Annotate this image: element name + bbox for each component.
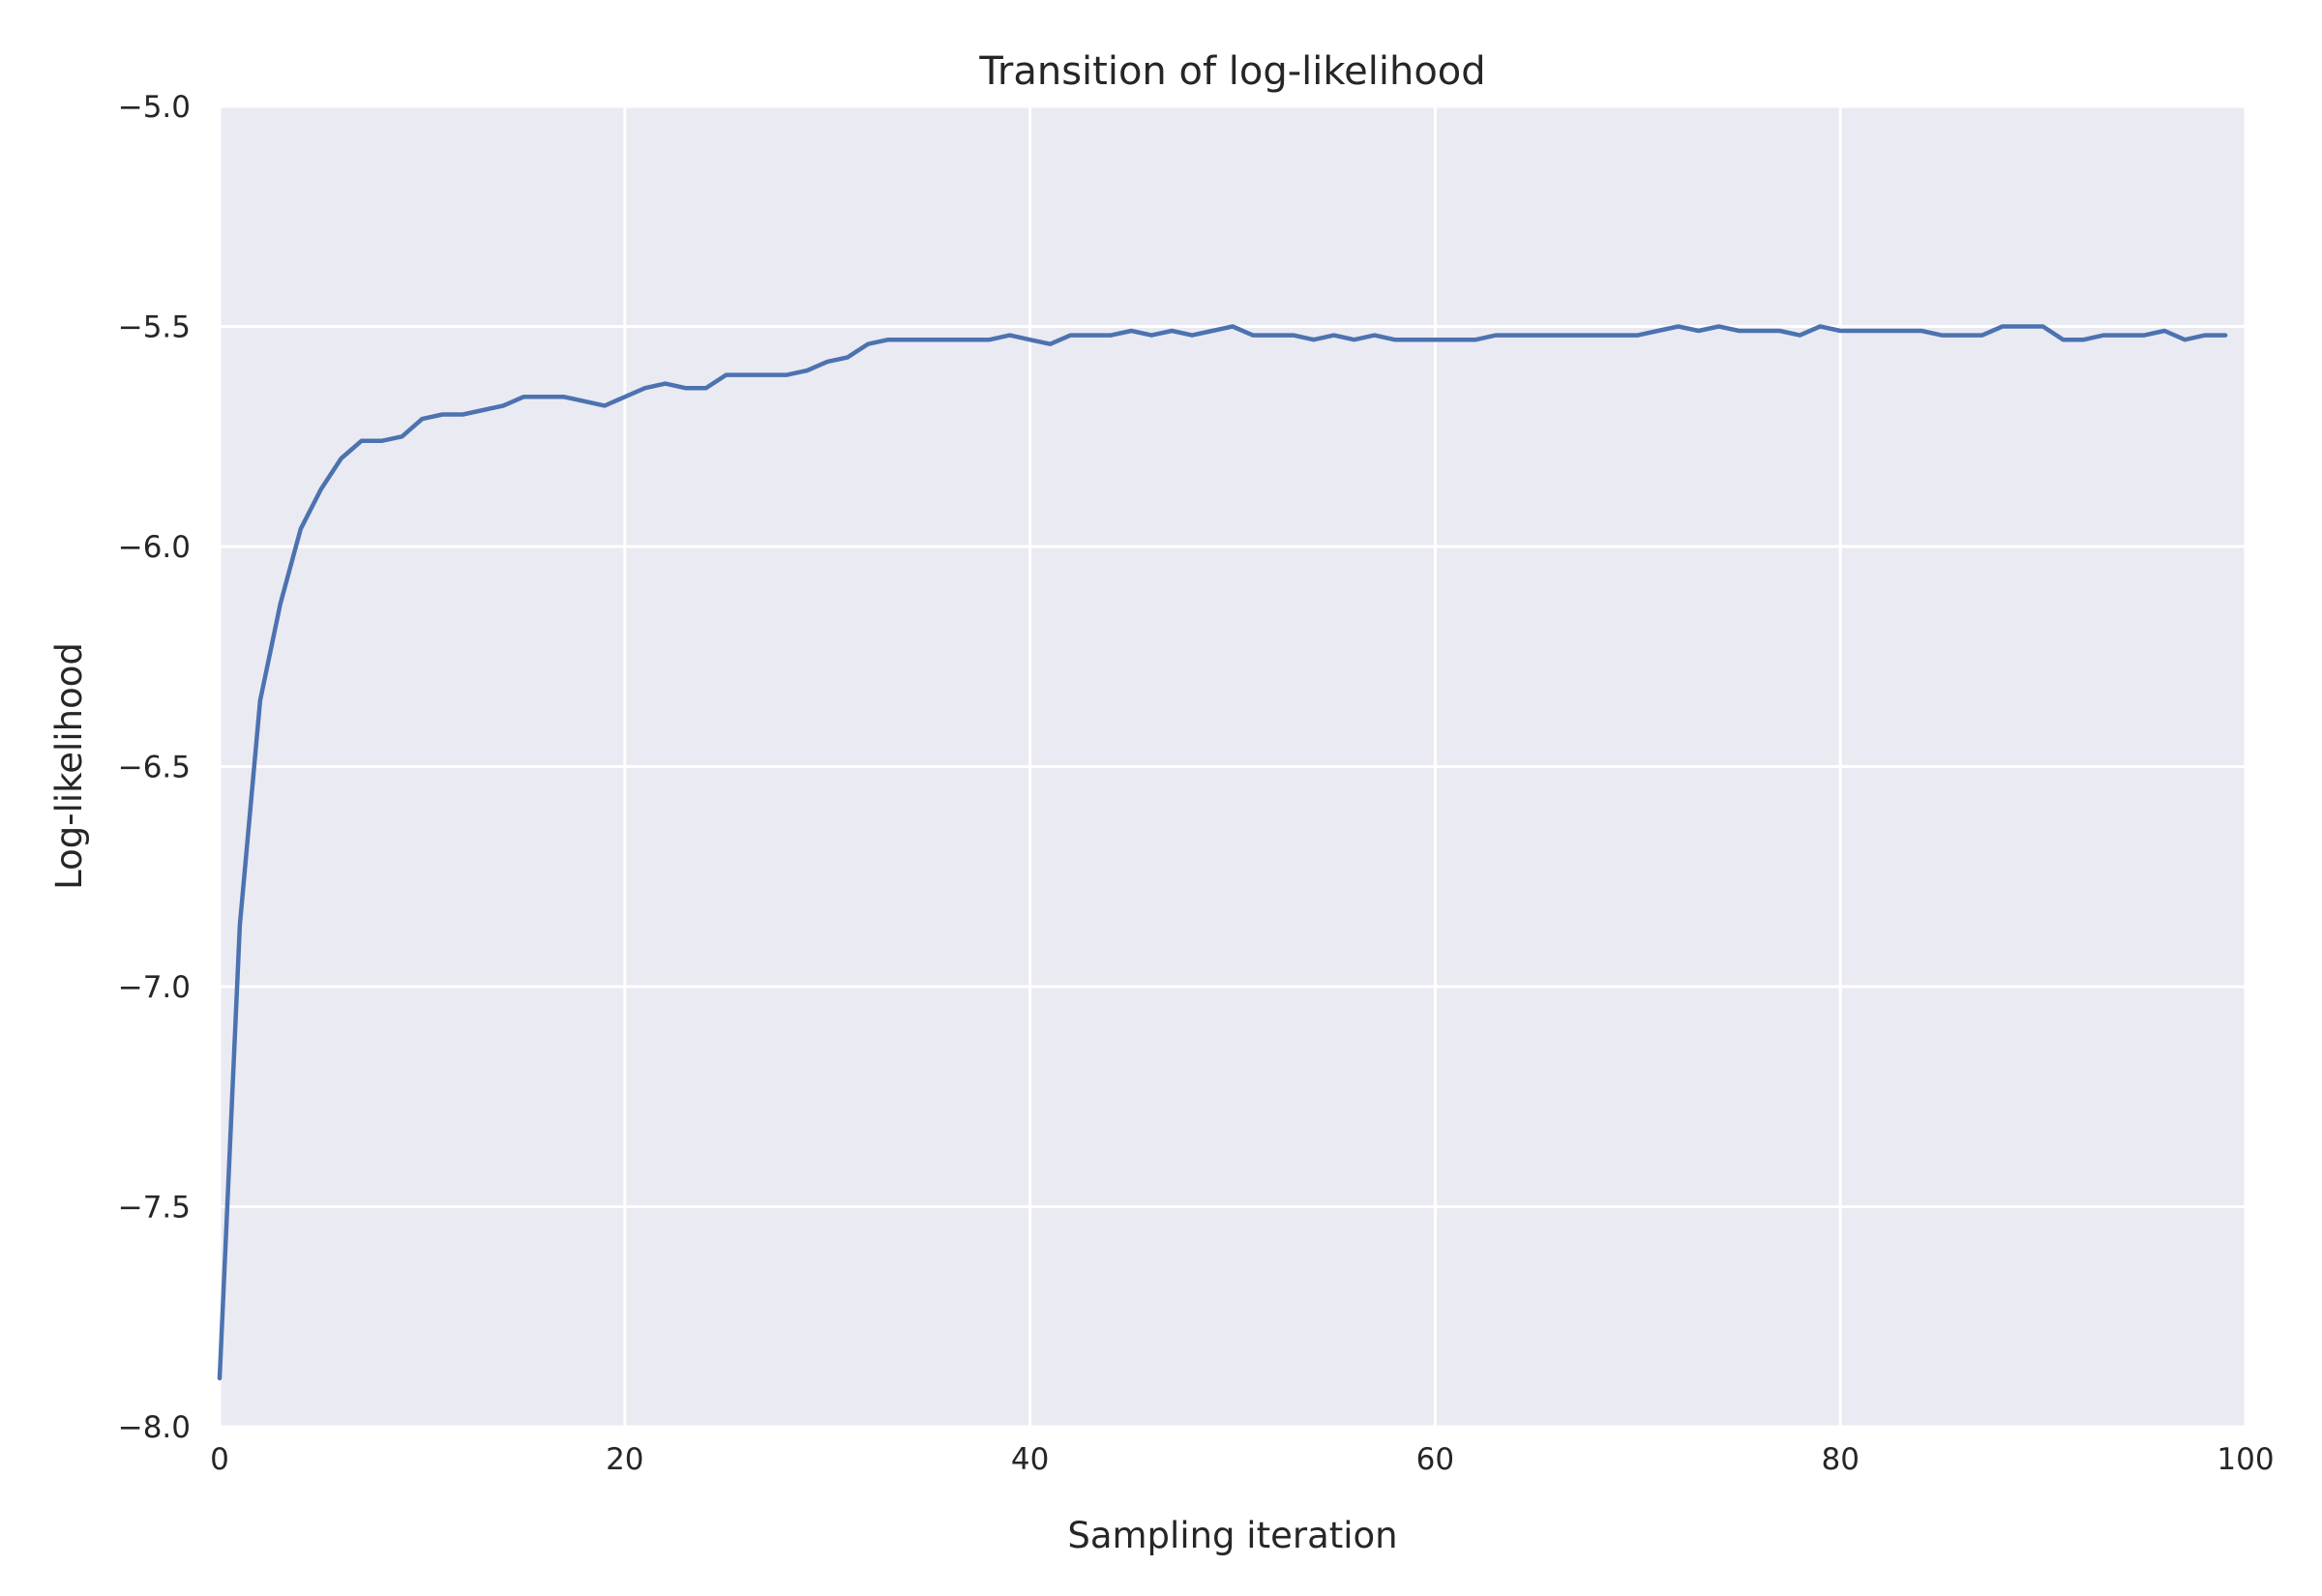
- y-tick-label: −6.0: [118, 530, 191, 565]
- series-line: [217, 324, 2228, 1381]
- x-tick-label: 100: [2217, 1442, 2274, 1477]
- y-axis-label: Log-likelihood: [48, 642, 90, 890]
- x-tick-label: 20: [606, 1442, 643, 1477]
- y-tick-label: −7.0: [118, 970, 191, 1005]
- series-layer: [217, 324, 2228, 1381]
- y-tick-label: −7.5: [118, 1191, 191, 1226]
- grid-lines: [218, 104, 2248, 1429]
- x-tick-label: 0: [210, 1442, 229, 1477]
- x-axis-label: Sampling iteration: [1067, 1515, 1397, 1556]
- chart-title: Transition of log-likelihood: [978, 49, 1485, 94]
- y-tick-label: −5.5: [118, 310, 191, 345]
- x-tick-label: 80: [1821, 1442, 1859, 1477]
- x-tick-label: 60: [1416, 1442, 1454, 1477]
- y-tick-labels: −8.0 −7.5 −7.0 −6.5 −6.0 −5.5 −5.0: [118, 90, 191, 1445]
- y-tick-label: −5.0: [118, 90, 191, 125]
- x-tick-labels: 0 20 40 60 80 100: [210, 1442, 2274, 1477]
- y-tick-label: −8.0: [118, 1410, 191, 1445]
- x-tick-label: 40: [1011, 1442, 1049, 1477]
- y-tick-label: −6.5: [118, 751, 191, 785]
